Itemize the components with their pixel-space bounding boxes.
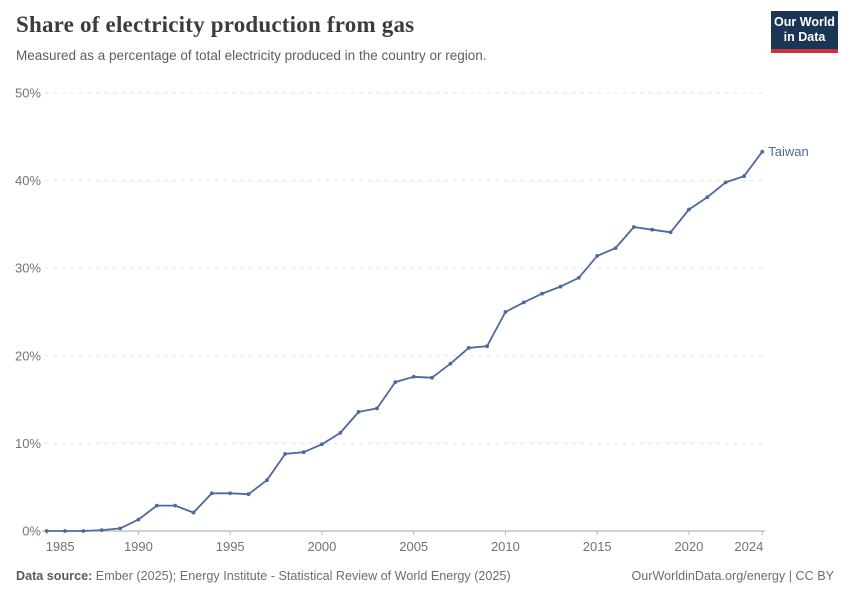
- data-point[interactable]: [265, 478, 269, 483]
- x-axis-tick-label: 2015: [583, 539, 612, 554]
- data-point[interactable]: [99, 528, 104, 532]
- data-point[interactable]: [283, 452, 288, 456]
- y-axis-tick-label: 20%: [15, 348, 41, 363]
- data-point[interactable]: [191, 510, 196, 515]
- owid-logo-line1: Our World: [774, 14, 835, 29]
- data-point[interactable]: [613, 246, 618, 251]
- data-point[interactable]: [154, 503, 159, 508]
- x-axis-tick-label: 2005: [399, 539, 428, 554]
- series-line-taiwan[interactable]: [45, 150, 764, 532]
- data-point[interactable]: [540, 291, 544, 296]
- y-axis-tick-label: 10%: [15, 436, 41, 451]
- x-axis-tick-label: 1995: [216, 539, 245, 554]
- data-point[interactable]: [209, 491, 214, 496]
- data-point[interactable]: [228, 491, 233, 496]
- data-point[interactable]: [521, 300, 526, 305]
- data-point[interactable]: [742, 174, 746, 179]
- data-point[interactable]: [81, 529, 86, 533]
- data-point[interactable]: [301, 450, 306, 455]
- x-axis-tick-label: 2024: [734, 539, 763, 554]
- chart-footer: Data source: Ember (2025); Energy Instit…: [16, 569, 834, 583]
- x-axis-tick-label: 2010: [491, 539, 520, 554]
- data-point[interactable]: [503, 310, 508, 314]
- x-axis-tick-label: 2000: [307, 539, 336, 554]
- data-point[interactable]: [687, 207, 691, 212]
- x-axis-tick-label: 1985: [46, 539, 75, 554]
- data-point[interactable]: [650, 227, 655, 232]
- series-label-taiwan[interactable]: Taiwan: [768, 144, 808, 159]
- data-point[interactable]: [375, 406, 379, 411]
- data-point[interactable]: [668, 230, 673, 235]
- data-point[interactable]: [632, 225, 636, 229]
- data-point[interactable]: [760, 149, 765, 154]
- x-axis-tick-label: 2020: [674, 539, 703, 554]
- data-point[interactable]: [466, 346, 471, 350]
- y-axis-tick-label: 30%: [15, 261, 41, 276]
- data-point[interactable]: [448, 361, 453, 366]
- data-point[interactable]: [411, 374, 416, 379]
- x-axis-tick-label: 1990: [124, 539, 153, 554]
- page-title: Share of electricity production from gas: [16, 12, 415, 37]
- data-point[interactable]: [320, 442, 324, 447]
- data-point[interactable]: [576, 275, 581, 280]
- data-point[interactable]: [173, 503, 178, 508]
- data-point[interactable]: [246, 492, 251, 497]
- data-point[interactable]: [44, 529, 49, 533]
- data-point[interactable]: [338, 431, 343, 435]
- data-point[interactable]: [136, 517, 141, 522]
- footer-link[interactable]: OurWorldinData.org/energy | CC BY: [631, 569, 834, 583]
- y-axis-tick-label: 50%: [15, 86, 41, 101]
- data-point[interactable]: [393, 380, 398, 384]
- data-point[interactable]: [558, 284, 563, 289]
- data-point[interactable]: [595, 254, 600, 258]
- owid-logo[interactable]: Our World in Data: [771, 11, 838, 53]
- data-point[interactable]: [63, 529, 67, 533]
- data-source-text: Ember (2025); Energy Institute - Statist…: [95, 569, 511, 583]
- data-point[interactable]: [356, 410, 361, 414]
- data-point[interactable]: [485, 344, 489, 349]
- data-point[interactable]: [118, 526, 122, 531]
- owid-logo-line2: in Data: [783, 30, 826, 44]
- data-source-label: Data source:: [16, 569, 93, 583]
- y-axis-tick-label: 40%: [15, 173, 41, 188]
- chart-subtitle: Measured as a percentage of total electr…: [16, 48, 487, 63]
- data-source-note: Data source: Ember (2025); Energy Instit…: [16, 569, 511, 583]
- data-point[interactable]: [705, 195, 710, 200]
- data-point[interactable]: [723, 180, 728, 185]
- y-axis-tick-label: 0%: [22, 524, 41, 539]
- data-point[interactable]: [430, 375, 434, 380]
